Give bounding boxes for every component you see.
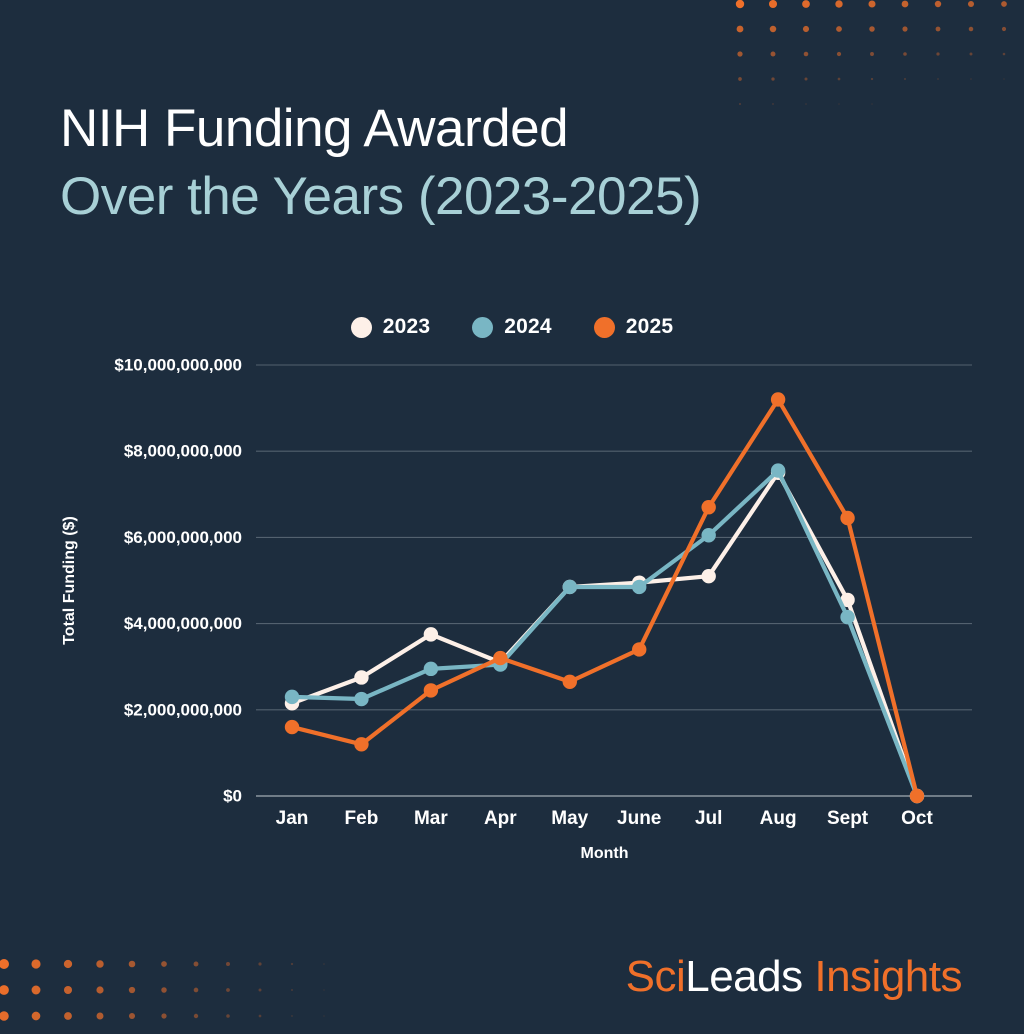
y-axis-tick-label: $8,000,000,000 — [124, 442, 242, 461]
data-point[interactable] — [840, 609, 855, 625]
data-point[interactable] — [632, 642, 647, 657]
x-axis-title: Month — [581, 845, 629, 862]
data-point[interactable] — [493, 650, 508, 666]
series-2024 — [284, 463, 925, 804]
scileads-insights-logo: SciLeads Insights — [625, 952, 963, 1002]
data-point[interactable] — [632, 579, 647, 595]
data-point[interactable] — [354, 691, 369, 707]
data-point[interactable] — [284, 719, 300, 735]
series-line-2024 — [289, 468, 920, 799]
x-axis-tick-label: Apr — [484, 808, 517, 829]
data-point[interactable] — [770, 392, 786, 407]
legend-swatch-icon-2024 — [472, 316, 494, 338]
legend-label-2023: 2023 — [382, 315, 431, 338]
series-2023 — [284, 465, 925, 804]
data-point[interactable] — [562, 674, 577, 689]
data-point[interactable] — [423, 661, 439, 677]
x-axis-tick-label: Mar — [414, 808, 448, 829]
series-line-2025 — [289, 397, 920, 799]
data-point[interactable] — [840, 592, 855, 608]
y-axis-tick-label: $6,000,000,000 — [124, 528, 242, 547]
x-axis-tick-label: Oct — [901, 808, 933, 829]
data-point[interactable] — [284, 689, 300, 705]
x-axis-tick-label: May — [551, 808, 588, 829]
data-point[interactable] — [354, 737, 369, 752]
x-axis-tick-label: Jan — [276, 808, 309, 829]
chart-legend: 2023 2024 2025 — [0, 315, 1024, 339]
data-point[interactable] — [840, 510, 855, 526]
series-2025 — [284, 392, 925, 804]
title-line-secondary: Over the Years (2023-2025) — [60, 167, 702, 226]
y-axis-tick-label: $0 — [223, 786, 242, 805]
data-point[interactable] — [354, 670, 369, 685]
page-title: NIH Funding Awarded Over the Years (2023… — [60, 96, 940, 232]
series-line-2023 — [289, 470, 920, 799]
x-axis-tick-label: Jul — [695, 808, 722, 829]
data-point[interactable] — [770, 463, 786, 478]
y-axis-tick-label: $4,000,000,000 — [124, 614, 242, 633]
data-point[interactable] — [423, 627, 439, 642]
data-point[interactable] — [701, 500, 716, 515]
data-point[interactable] — [909, 788, 925, 804]
x-axis-tick-label: June — [617, 808, 661, 829]
legend-item-2023[interactable]: 2023 — [350, 315, 431, 339]
x-axis-tick-label: Aug — [760, 808, 797, 829]
data-point[interactable] — [562, 579, 577, 595]
y-axis-tick-label: $10,000,000,000 — [114, 355, 242, 374]
legend-swatch-icon-2023 — [350, 316, 372, 338]
legend-label-2024: 2024 — [504, 315, 552, 338]
data-point[interactable] — [701, 528, 716, 543]
logo-text-leads: Leads — [685, 952, 803, 1001]
data-point[interactable] — [423, 683, 439, 698]
y-axis-title: Total Funding ($) — [61, 516, 78, 645]
y-axis-tick-label: $2,000,000,000 — [124, 700, 242, 719]
logo-text-insights: Insights — [802, 952, 962, 1001]
legend-label-2025: 2025 — [625, 315, 674, 338]
legend-item-2024[interactable]: 2024 — [472, 315, 552, 339]
data-point[interactable] — [701, 568, 716, 584]
x-axis-tick-label: Feb — [345, 808, 379, 829]
title-line-primary: NIH Funding Awarded — [60, 99, 569, 158]
logo-text-sci: Sci — [625, 952, 686, 1001]
legend-swatch-icon-2025 — [593, 316, 615, 338]
legend-item-2025[interactable]: 2025 — [593, 315, 674, 339]
x-axis-tick-label: Sept — [827, 808, 869, 829]
